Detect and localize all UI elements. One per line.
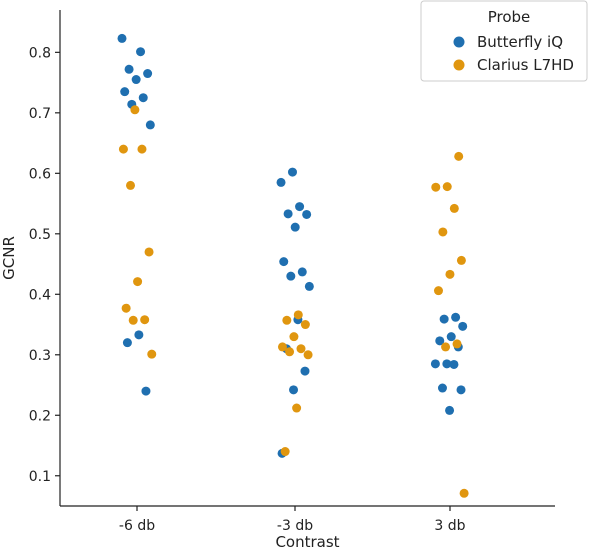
data-point-butterfly-iq [446,332,456,342]
x-tick-label: -3 db [277,518,313,534]
legend-label-butterfly-iq: Butterfly iQ [477,33,563,51]
data-point-clarius-l7hd [303,350,313,360]
data-point-butterfly-iq [141,386,151,396]
data-point-butterfly-iq [456,385,466,395]
y-tick-label: 0.4 [29,287,51,303]
data-point-butterfly-iq [117,33,127,43]
data-point-butterfly-iq [124,64,134,74]
data-point-clarius-l7hd [296,344,306,354]
y-axis-label: GCNR [0,236,18,280]
data-point-clarius-l7hd [300,320,310,330]
data-point-butterfly-iq [458,321,468,331]
data-point-butterfly-iq [300,366,310,376]
data-point-butterfly-iq [445,405,455,415]
data-point-butterfly-iq [302,209,312,219]
y-tick-label: 0.3 [29,348,51,364]
data-point-clarius-l7hd [431,182,441,192]
data-point-clarius-l7hd [280,447,290,457]
data-point-clarius-l7hd [121,303,131,313]
legend: Probe Butterfly iQ Clarius L7HD [420,0,588,82]
data-point-clarius-l7hd [137,144,147,154]
data-point-clarius-l7hd [449,203,459,213]
data-point-clarius-l7hd [452,339,462,349]
data-point-clarius-l7hd [128,315,138,325]
data-point-clarius-l7hd [433,286,443,296]
y-tick-label: 0.6 [29,166,51,182]
data-point-butterfly-iq [451,312,461,322]
data-point-clarius-l7hd [285,347,295,357]
data-point-clarius-l7hd [144,247,154,257]
y-tick-label: 0.2 [29,408,51,424]
data-point-butterfly-iq [145,120,155,130]
data-point-clarius-l7hd [289,332,299,342]
data-point-butterfly-iq [297,267,307,277]
data-point-butterfly-iq [279,257,289,267]
data-point-clarius-l7hd [126,180,136,190]
data-point-clarius-l7hd [292,403,302,413]
data-point-butterfly-iq [131,75,141,85]
legend-label-clarius-l7hd: Clarius L7HD [477,56,574,74]
data-point-butterfly-iq [449,359,459,369]
legend-marker-clarius-l7hd [453,59,465,71]
data-point-butterfly-iq [287,167,297,177]
data-point-butterfly-iq [290,222,300,232]
data-points [117,33,469,498]
y-tick-label: 0.7 [29,106,51,122]
data-point-butterfly-iq [435,336,445,346]
data-point-clarius-l7hd [454,151,464,161]
data-point-butterfly-iq [120,87,130,97]
data-point-butterfly-iq [286,271,296,281]
data-point-butterfly-iq [138,93,148,103]
data-point-butterfly-iq [276,177,286,187]
x-axis-label: Contrast [275,533,339,551]
data-point-clarius-l7hd [147,349,157,359]
data-point-clarius-l7hd [456,255,466,265]
data-point-clarius-l7hd [293,310,303,320]
y-axis-ticks: 0.1 0.2 0.3 0.4 0.5 0.6 0.7 0.8 [29,45,60,485]
data-point-butterfly-iq [304,281,314,291]
y-tick-label: 0.8 [29,45,51,61]
data-point-butterfly-iq [295,202,305,212]
data-point-butterfly-iq [437,383,447,393]
data-point-clarius-l7hd [118,144,128,154]
data-point-clarius-l7hd [438,227,448,237]
y-tick-label: 0.5 [29,227,51,243]
data-point-butterfly-iq [143,69,153,79]
data-point-clarius-l7hd [445,269,455,279]
data-point-butterfly-iq [289,385,299,395]
data-point-clarius-l7hd [277,342,287,352]
data-point-butterfly-iq [122,338,132,348]
y-tick-label: 0.1 [29,469,51,485]
data-point-clarius-l7hd [442,182,452,192]
data-point-clarius-l7hd [130,105,140,115]
x-tick-label: 3 db [434,518,465,534]
data-point-butterfly-iq [439,314,449,324]
data-point-butterfly-iq [283,209,293,219]
x-axis-ticks: -6 db -3 db 3 db [119,506,466,534]
data-point-clarius-l7hd [282,315,292,325]
data-point-clarius-l7hd [459,488,469,498]
data-point-clarius-l7hd [133,277,143,287]
data-point-butterfly-iq [430,359,440,369]
data-point-butterfly-iq [136,47,146,57]
data-point-clarius-l7hd [441,342,451,352]
x-tick-label: -6 db [119,518,155,534]
data-point-butterfly-iq [134,330,144,340]
legend-title: Probe [488,8,531,26]
data-point-clarius-l7hd [140,315,150,325]
data-point-butterfly-iq [442,359,452,369]
legend-marker-butterfly-iq [453,36,465,48]
